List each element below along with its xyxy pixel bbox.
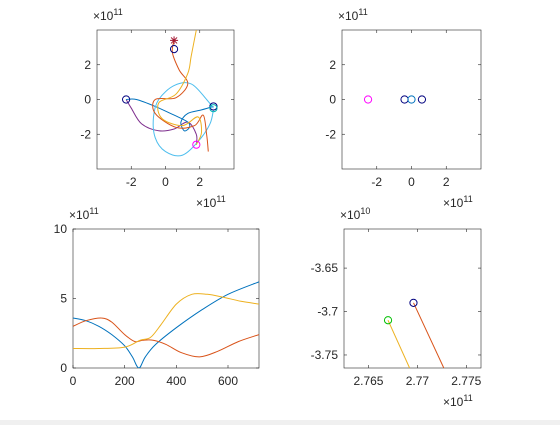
x-tick-label: 2.775 [451, 374, 481, 388]
y-tick-label: 10 [54, 222, 68, 236]
x-tick-label: 2 [443, 175, 450, 189]
circle-marker [417, 95, 427, 104]
y-tick-label: 0 [84, 93, 91, 107]
y-tick-label: -2 [325, 127, 336, 141]
y-tick-label: 2 [84, 58, 91, 72]
x-tick-label: 0 [70, 374, 77, 388]
x-tick-label: -2 [371, 175, 382, 189]
y-exponent-label: ×1011 [93, 7, 123, 23]
star-marker [170, 36, 179, 45]
axes-distance-vs-time: 0 200 400 600 0 5 10×1011 [54, 206, 260, 388]
x-exponent-label: ×1011 [443, 194, 473, 210]
series-line-0 [73, 281, 259, 368]
series-line-4 [157, 30, 203, 145]
y-tick-label: 0 [60, 361, 67, 375]
series-line-1 [387, 319, 411, 368]
y-exponent-label: ×1011 [338, 7, 368, 23]
x-tick-label: -2 [126, 175, 137, 189]
circle-marker [169, 45, 179, 54]
x-tick-label: 0 [408, 175, 415, 189]
plot-box [72, 228, 260, 369]
circle-marker [409, 298, 418, 307]
plot-box [341, 29, 482, 170]
axes-zoom-detail: 2.765 2.77 2.775 -3.75 -3.7 -3.65 ×1010 ×1011 [311, 206, 482, 409]
series-line-3 [152, 40, 209, 152]
series-group [73, 281, 259, 368]
plot-box [343, 228, 482, 369]
axes-initial-positions: -2 0 2 -2 0 2 ×1011 ×1011 [325, 7, 482, 210]
x-exponent-label: ×1011 [443, 393, 473, 409]
y-exponent-label: ×1010 [340, 206, 370, 222]
y-tick-label: 5 [60, 292, 67, 306]
circle-marker [122, 95, 131, 104]
circle-marker [383, 316, 393, 325]
y-exponent-label: ×1011 [69, 206, 99, 222]
y-tick-label: -3.7 [317, 305, 338, 319]
x-tick-label: 200 [115, 374, 135, 388]
x-tick-label: 0 [162, 175, 169, 189]
series-line-0 [413, 302, 445, 368]
series-group [387, 302, 445, 368]
circle-marker [209, 104, 218, 113]
circle-marker [363, 95, 373, 104]
x-exponent-label: ×1011 [196, 194, 226, 210]
x-tick-label: 600 [218, 374, 238, 388]
x-tick-label: 2.765 [353, 374, 383, 388]
axes-orbits-full: -2 0 2 -2 0 2 ×1011 ×1011 [80, 7, 235, 210]
series-line-2 [73, 292, 259, 350]
y-tick-label: -3.65 [311, 261, 339, 275]
series-line-0 [125, 99, 198, 145]
y-tick-label: -3.75 [311, 348, 339, 362]
circle-marker [192, 140, 201, 149]
y-tick-label: 2 [329, 58, 336, 72]
y-tick-label: 0 [329, 93, 336, 107]
circle-marker [407, 95, 416, 104]
series-group [125, 30, 214, 157]
y-tick-label: -2 [80, 127, 91, 141]
series-line-1 [73, 317, 259, 358]
series-line-2 [152, 82, 214, 157]
x-tick-label: 400 [166, 374, 186, 388]
x-tick-label: 2 [196, 175, 203, 189]
x-tick-label: 2.77 [406, 374, 430, 388]
